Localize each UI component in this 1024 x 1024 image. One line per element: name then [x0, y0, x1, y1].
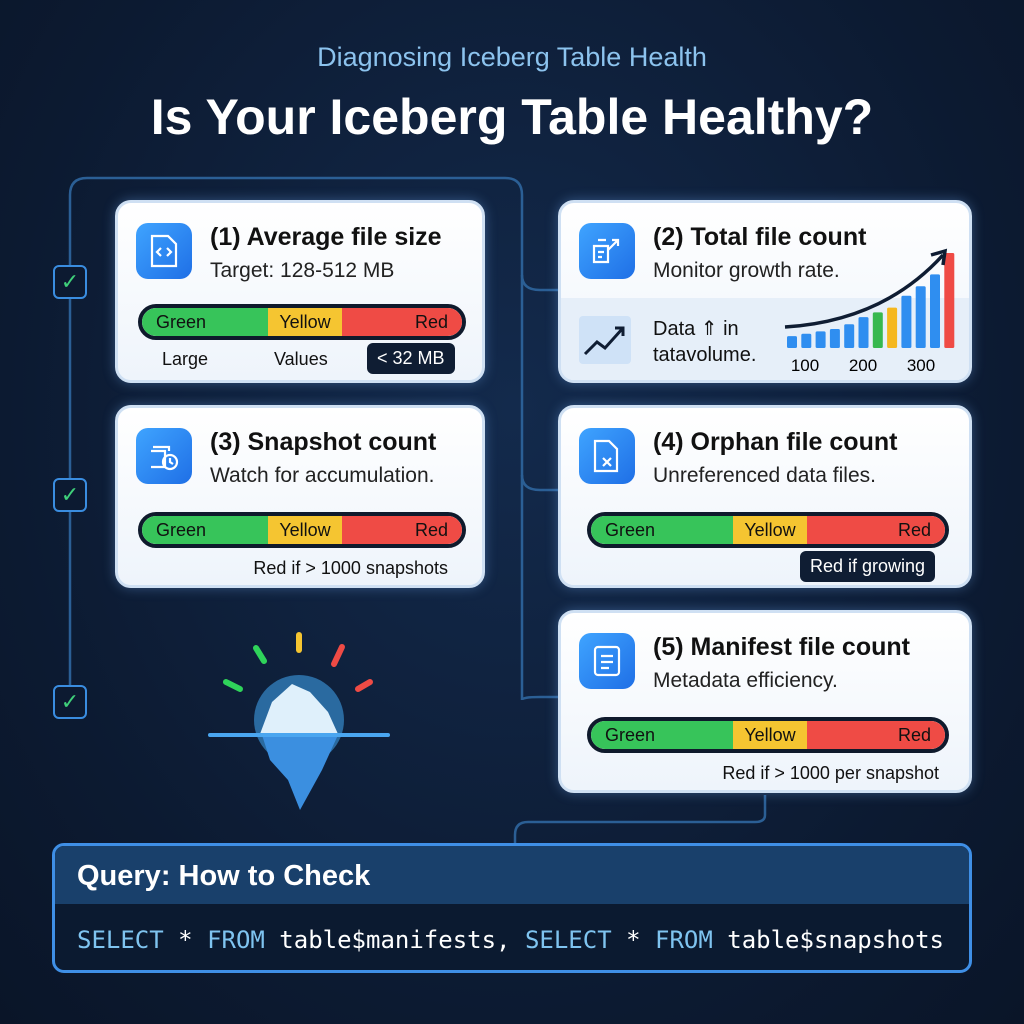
- health-gauge: Green Yellow Red: [138, 512, 466, 548]
- tick-label: 200: [849, 356, 877, 375]
- chart-bar: [944, 253, 955, 348]
- trend-arrow: [784, 253, 945, 329]
- gauge-yellow: Yellow: [268, 516, 342, 544]
- page-title: Is Your Iceberg Table Healthy?: [150, 89, 874, 145]
- trend-chart-icon: [579, 316, 631, 364]
- gauge-green: Green: [591, 516, 733, 544]
- chart-bar: [829, 329, 840, 348]
- card-subtitle: Unreferenced data files.: [653, 464, 876, 487]
- chart-bar: [801, 333, 812, 348]
- chart-bar: [858, 317, 869, 348]
- gauge-green: Green: [142, 308, 268, 336]
- chart-bar: [887, 307, 898, 348]
- card-subtitle: Metadata efficiency.: [653, 669, 838, 692]
- gauge-note: Values: [274, 349, 328, 369]
- file-growth-icon: [579, 223, 635, 279]
- card-manifest-file-count: (5) Manifest file count Metadata efficie…: [558, 610, 972, 793]
- gauge-red: Red: [342, 516, 462, 544]
- chart-bar: [815, 331, 826, 348]
- gauge-red: Red: [807, 516, 945, 544]
- gauge-yellow: Yellow: [733, 721, 807, 749]
- card-title: (2) Total file count: [653, 223, 867, 251]
- snapshot-history-icon: [136, 428, 192, 484]
- iceberg-illustration: [208, 632, 390, 810]
- card-orphan-file-count: (4) Orphan file count Unreferenced data …: [558, 405, 972, 588]
- inset-text: Data ⇑ in tatavolume.: [653, 318, 757, 366]
- gauge-red: Red: [807, 721, 945, 749]
- sql-text: *: [611, 926, 656, 954]
- gauge-green: Green: [591, 721, 733, 749]
- sql-keyword: FROM: [655, 926, 713, 954]
- card-title: (5) Manifest file count: [653, 633, 910, 661]
- gauge-red: Red: [342, 308, 462, 336]
- chart-bar: [872, 312, 883, 348]
- arrow-head-icon: [930, 248, 948, 266]
- sql-text: table$snapshots: [712, 926, 944, 954]
- query-code[interactable]: SELECT * FROM table$manifests, SELECT * …: [55, 904, 969, 970]
- health-gauge: Green Yellow Red: [587, 512, 949, 548]
- card-subtitle: Target: 128-512 MB: [210, 259, 395, 282]
- query-panel: Query: How to Check SELECT * FROM table$…: [52, 843, 972, 973]
- gauge-yellow: Yellow: [733, 516, 807, 544]
- check-icon: ✓: [53, 265, 87, 299]
- card-subtitle: Monitor growth rate.: [653, 259, 840, 282]
- file-code-icon: [136, 223, 192, 279]
- card-title: (1) Average file size: [210, 223, 442, 251]
- check-icon: ✓: [53, 685, 87, 719]
- threshold-tag: Red if growing: [800, 551, 936, 582]
- file-x-icon: [579, 428, 635, 484]
- chart-bar: [901, 295, 912, 348]
- card-title: (3) Snapshot count: [210, 428, 437, 456]
- chart-bar: [787, 336, 797, 348]
- tick-label: 300: [907, 356, 935, 375]
- gauge-note: Red if > 1000 per snapshot: [722, 763, 939, 783]
- card-snapshot-count: (3) Snapshot count Watch for accumulatio…: [115, 405, 485, 588]
- sql-text: *: [163, 926, 208, 954]
- card-total-file-count: (2) Total file count Monitor growth rate…: [558, 200, 972, 383]
- query-title: Query: How to Check: [55, 846, 969, 904]
- manifest-icon: [579, 633, 635, 689]
- growth-chart: 100 200 300: [784, 248, 955, 375]
- card-subtitle: Watch for accumulation.: [210, 464, 435, 487]
- subtitle: Diagnosing Iceberg Table Health: [317, 42, 707, 72]
- chart-bar: [930, 274, 940, 348]
- gauge-note: Large: [162, 349, 209, 369]
- sql-keyword: SELECT: [524, 926, 612, 954]
- gauge-note: Red if > 1000 snapshots: [253, 558, 448, 578]
- sql-keyword: SELECT: [77, 926, 164, 954]
- health-gauge: Green Yellow Red: [587, 717, 949, 753]
- card-average-file-size: (1) Average file size Target: 128-512 MB…: [115, 200, 485, 383]
- sql-keyword: FROM: [207, 926, 265, 954]
- tick-label: 100: [791, 356, 819, 375]
- sql-text: table$manifests,: [264, 926, 525, 954]
- gauge-green: Green: [142, 516, 268, 544]
- card-title: (4) Orphan file count: [653, 428, 898, 456]
- chart-bar: [915, 286, 926, 348]
- chart-bar: [844, 324, 855, 348]
- health-gauge: Green Yellow Red: [138, 304, 466, 340]
- gauge-yellow: Yellow: [268, 308, 342, 336]
- check-icon: ✓: [53, 478, 87, 512]
- threshold-tag: < 32 MB: [367, 343, 455, 374]
